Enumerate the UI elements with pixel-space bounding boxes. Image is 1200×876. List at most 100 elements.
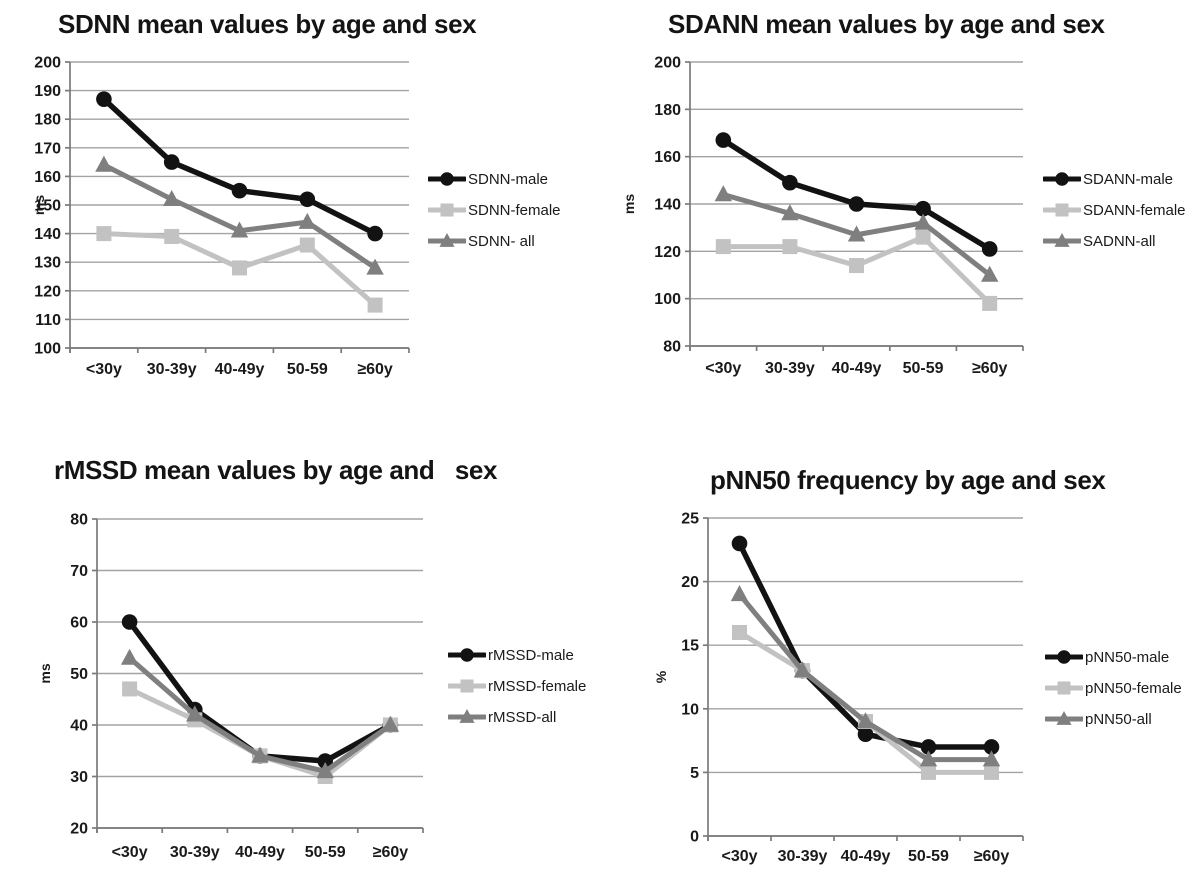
svg-text:0: 0 (690, 829, 699, 846)
svg-text:<30y: <30y (86, 361, 122, 378)
svg-text:10: 10 (681, 701, 699, 718)
svg-text:130: 130 (34, 255, 61, 272)
rmssd-line-chart: 20 30 40 50 60 70 80 <30y 30-39y 40-49y 50-59 ≥60y m… (37, 512, 424, 861)
svg-text:120: 120 (654, 244, 681, 261)
svg-text:30-39y: 30-39y (147, 361, 197, 378)
axes (96, 519, 424, 833)
legend-label: rMSSD-all (488, 708, 557, 726)
legend-label: SDNN- all (468, 232, 535, 250)
svg-text:5: 5 (690, 765, 699, 782)
legend-label: pNN50-all (1085, 710, 1152, 728)
y-tick-labels: 100 110 120 130 140 150 160 170 180 190 200 (34, 55, 70, 358)
svg-text:50-59: 50-59 (908, 848, 949, 865)
svg-text:40: 40 (70, 718, 88, 735)
svg-text:110: 110 (35, 312, 61, 329)
svg-text:160: 160 (34, 169, 61, 186)
x-tick-labels: <30y 30-39y 40-49y 50-59 ≥60y (721, 848, 1009, 865)
legend-item-pNN50-male: pNN50-male (1045, 647, 1182, 667)
svg-text:80: 80 (70, 512, 88, 529)
legend-label: SDANN-male (1083, 170, 1174, 188)
series-pNN50-female (732, 624, 999, 780)
rmssd-legend: rMSSD-male rMSSD-female rMSSD-all (448, 645, 586, 738)
triangle-marker-sample-icon (1045, 710, 1083, 725)
chart-title-sdnn: SDNN mean values by age and sex (58, 9, 477, 39)
y-tick-labels: 80 100 120 140 160 180 200 (654, 55, 690, 356)
sdann-line-chart: 80 100 120 140 160 180 200 <30y 30-39y 40-49y 50-5… (621, 55, 1024, 377)
axes (707, 518, 1024, 841)
chart-cell-pnn50: pNN50 frequency by age and sex 0 5 10 15 20 2… (600, 438, 1200, 876)
circle-marker-sample-icon (1045, 650, 1083, 664)
y-axis-label: ms (31, 195, 47, 215)
svg-text:100: 100 (654, 291, 681, 308)
svg-text:160: 160 (654, 149, 681, 166)
svg-text:170: 170 (34, 140, 61, 157)
x-tick-labels: <30y 30-39y 40-49y 50-59 ≥60y (705, 360, 1007, 377)
svg-text:≥60y: ≥60y (357, 361, 393, 378)
legend-item-pNN50-female: pNN50-female (1045, 678, 1182, 698)
svg-text:140: 140 (34, 226, 61, 243)
svg-text:40-49y: 40-49y (832, 360, 882, 377)
svg-text:50-59: 50-59 (903, 360, 944, 377)
svg-text:<30y: <30y (705, 360, 741, 377)
legend-item-SDNN-male: SDNN-male (428, 169, 561, 189)
gridlines (708, 517, 1023, 837)
pnn50-legend: pNN50-male pNN50-female pNN50-all (1045, 647, 1182, 740)
chart-cell-sdnn: SDNN mean values by age and sex 100 110 12… (0, 0, 600, 438)
x-tick-labels: <30y 30-39y 40-49y 50-59 ≥60y (112, 844, 409, 861)
series-SADNN-all (714, 185, 999, 282)
svg-text:≥60y: ≥60y (972, 360, 1008, 377)
sdann-legend: SDANN-male SDANN-female SADNN-all (1043, 169, 1186, 262)
triangle-marker-sample-icon (428, 232, 466, 247)
triangle-marker-sample-icon (1043, 232, 1081, 247)
legend-item-rMSSD-all: rMSSD-all (448, 707, 586, 727)
series-SDNN-male (96, 91, 383, 242)
chart-cell-rmssd: rMSSD mean values by age and sex 20 30 40 5… (0, 438, 600, 876)
square-marker-sample-icon (1045, 681, 1083, 695)
svg-text:25: 25 (681, 511, 699, 528)
y-tick-labels: 20 30 40 50 60 70 80 (70, 512, 97, 838)
square-marker-sample-icon (428, 203, 466, 217)
legend-label: SDNN-male (468, 170, 549, 188)
gridlines (70, 61, 409, 349)
legend-label: SDANN-female (1083, 201, 1186, 219)
legend-item-SDNN-female: SDNN-female (428, 200, 561, 220)
series-rMSSD-female (122, 681, 398, 784)
svg-text:50: 50 (70, 666, 88, 683)
axes (69, 62, 410, 353)
svg-text:50-59: 50-59 (305, 844, 346, 861)
y-axis-label: ms (37, 663, 53, 683)
svg-text:50-59: 50-59 (287, 361, 328, 378)
legend-label: rMSSD-female (488, 677, 587, 695)
series-rMSSD-male (121, 614, 399, 769)
legend-label: rMSSD-male (488, 646, 574, 664)
svg-text:30-39y: 30-39y (778, 848, 828, 865)
svg-text:40-49y: 40-49y (215, 361, 265, 378)
chart-title-sdann: SDANN mean values by age and sex (668, 9, 1105, 39)
y-axis-label: ms (621, 194, 637, 214)
legend-label: SDNN-female (468, 201, 561, 219)
legend-label: SADNN-all (1083, 232, 1156, 250)
svg-text:30-39y: 30-39y (765, 360, 815, 377)
circle-marker-sample-icon (1043, 172, 1081, 186)
svg-text:30-39y: 30-39y (170, 844, 220, 861)
series-SDANN-female (715, 229, 998, 311)
svg-text:20: 20 (70, 821, 88, 838)
svg-text:180: 180 (654, 102, 681, 119)
svg-text:≥60y: ≥60y (974, 848, 1010, 865)
y-axis-label: % (653, 670, 669, 683)
svg-text:60: 60 (70, 615, 88, 632)
series-SDNN-female (96, 226, 383, 313)
legend-label: pNN50-male (1085, 648, 1170, 666)
svg-text:20: 20 (681, 574, 699, 591)
series-SDANN-male (715, 132, 998, 257)
svg-text:30: 30 (70, 769, 88, 786)
series-SDNN- all (95, 155, 384, 275)
svg-text:15: 15 (681, 638, 699, 655)
svg-text:140: 140 (654, 197, 681, 214)
svg-text:190: 190 (34, 83, 61, 100)
legend-item-SADNN-all: SADNN-all (1043, 231, 1186, 251)
legend-item-SDNN- all: SDNN- all (428, 231, 561, 251)
legend-label: pNN50-female (1085, 679, 1182, 697)
svg-text:150: 150 (34, 198, 61, 215)
